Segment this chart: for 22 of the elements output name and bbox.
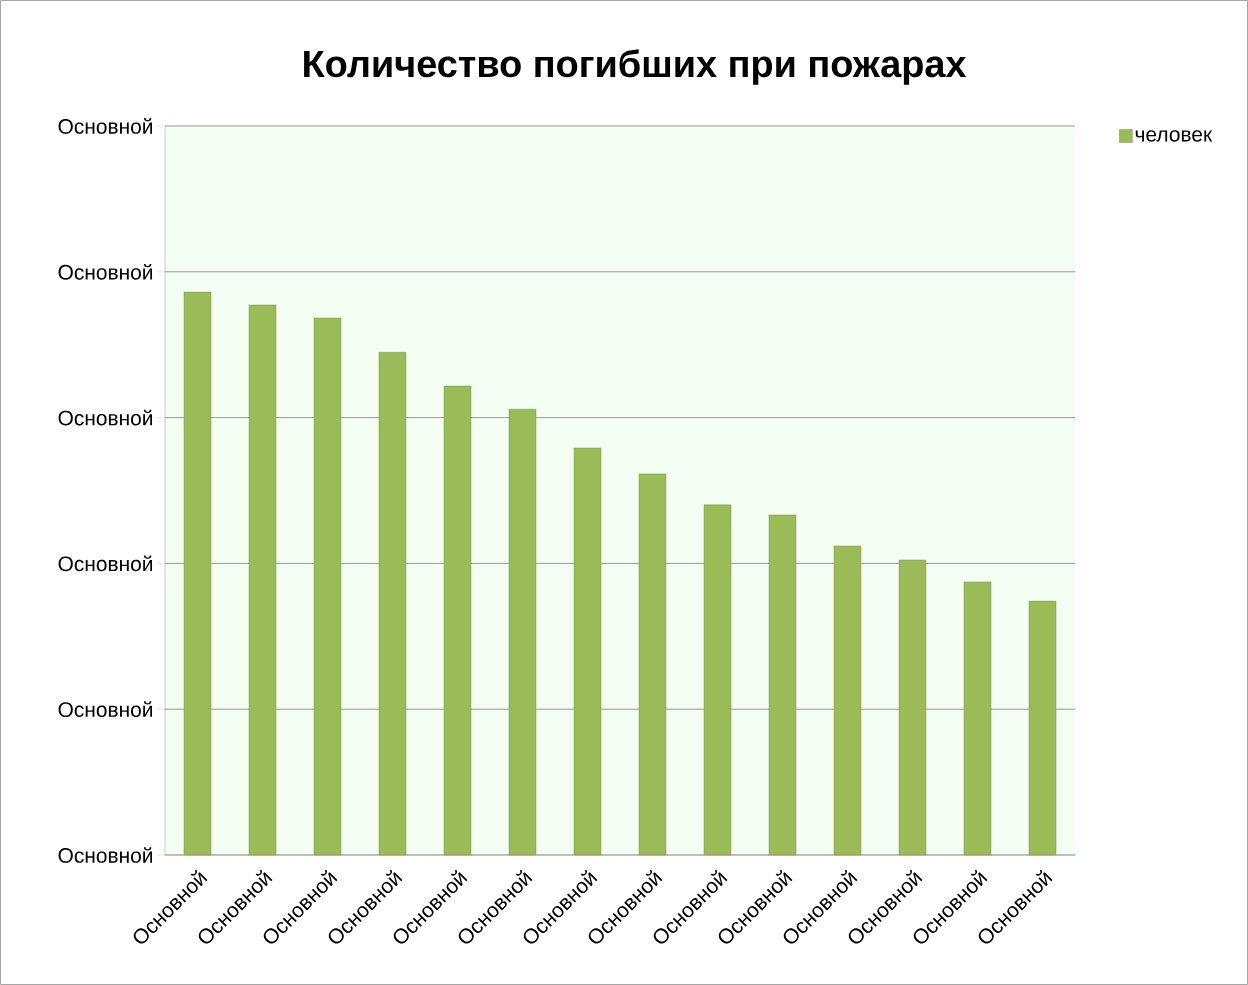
bar	[248, 304, 277, 856]
bar	[573, 447, 602, 856]
bar	[898, 559, 927, 856]
bar	[508, 408, 537, 856]
chart-title: Количество погибших при пожарах	[304, 49, 967, 85]
bar	[443, 385, 472, 856]
bar	[1028, 600, 1057, 856]
bar	[768, 514, 797, 856]
bar	[638, 473, 667, 856]
text: Основной	[58, 701, 153, 718]
bar	[963, 581, 992, 856]
bar	[313, 317, 342, 856]
bar	[183, 291, 212, 856]
legend-label: человек	[1135, 130, 1213, 142]
bar	[703, 504, 732, 856]
text: Основной	[58, 118, 153, 134]
text: Основной	[58, 555, 153, 572]
bar	[378, 352, 407, 856]
text: Основной	[58, 847, 153, 863]
text: Основной	[58, 263, 153, 280]
text: Основной	[58, 409, 153, 426]
bar	[833, 545, 862, 856]
